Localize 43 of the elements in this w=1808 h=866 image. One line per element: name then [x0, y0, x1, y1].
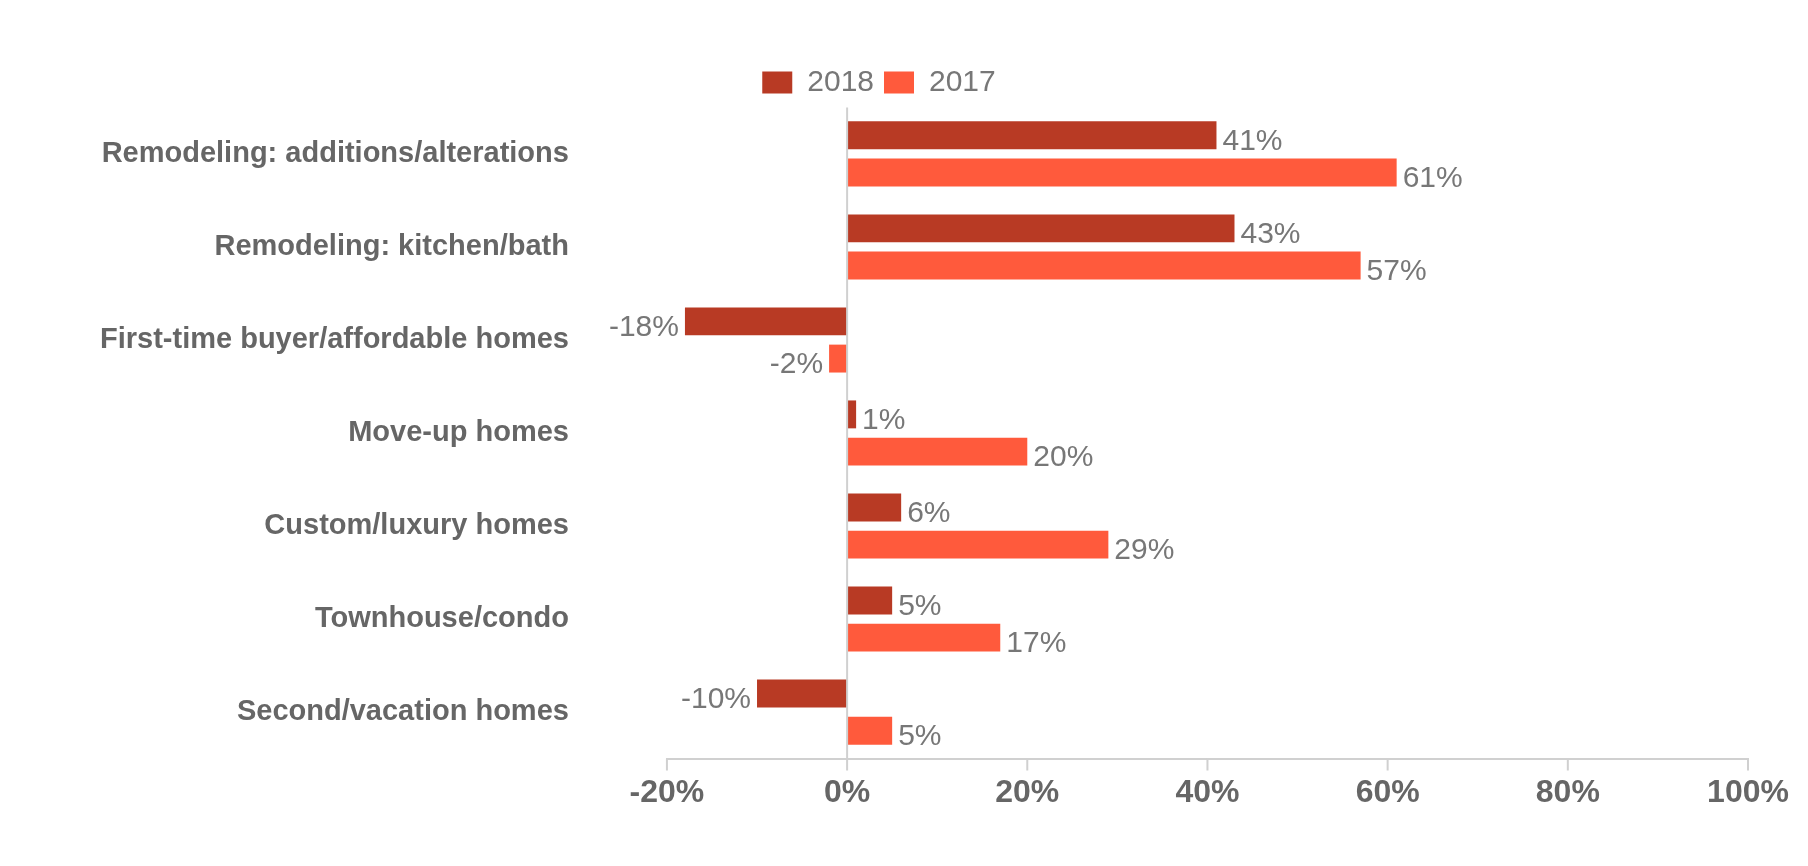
bar [847, 437, 1028, 466]
x-tick-label: 100% [1707, 772, 1789, 809]
y-tick-label: Townhouse/condo [314, 601, 569, 634]
x-tick-label: -20% [629, 772, 705, 809]
y-tick-label: Custom/luxury homes [264, 508, 569, 541]
bar [847, 158, 1397, 187]
x-tick-label: 80% [1535, 772, 1600, 809]
y-tick-label: Remodeling: kitchen/bath [214, 228, 569, 261]
bar [847, 716, 893, 745]
bar [684, 307, 848, 336]
bar [847, 586, 893, 615]
bar [847, 214, 1235, 243]
x-tick-label: 40% [1175, 772, 1240, 809]
bar [757, 679, 848, 708]
data-label: 20% [1033, 438, 1094, 472]
x-tick-label: 20% [995, 772, 1060, 809]
x-tick-label: 0% [823, 772, 871, 809]
y-tick-label: Second/vacation homes [236, 694, 569, 727]
bar [847, 623, 1001, 652]
y-tick-label: Move-up homes [348, 415, 569, 447]
bar [829, 344, 848, 373]
legend-label: 2017 [929, 63, 996, 97]
data-label: 17% [1006, 624, 1067, 658]
data-label: 57% [1366, 252, 1427, 286]
bar [847, 530, 1109, 559]
data-label: 41% [1222, 122, 1283, 156]
data-label: 29% [1114, 531, 1175, 565]
data-label: 5% [898, 717, 942, 751]
x-tick-label: 60% [1355, 772, 1420, 809]
bar [847, 251, 1361, 280]
bar [847, 493, 902, 522]
bar [847, 121, 1217, 150]
data-label: 61% [1402, 159, 1463, 193]
y-tick-label: Remodeling: additions/alterations [101, 135, 569, 168]
data-label: -10% [680, 680, 752, 714]
data-label: 6% [907, 494, 951, 528]
legend-label: 2018 [807, 63, 875, 97]
data-label: -2% [769, 345, 824, 379]
data-label: -18% [608, 308, 679, 342]
data-label: 1% [862, 401, 906, 435]
data-label: 5% [898, 587, 942, 621]
y-tick-label: First-time buyer/affordable homes [99, 321, 569, 354]
data-label: 43% [1240, 215, 1301, 249]
